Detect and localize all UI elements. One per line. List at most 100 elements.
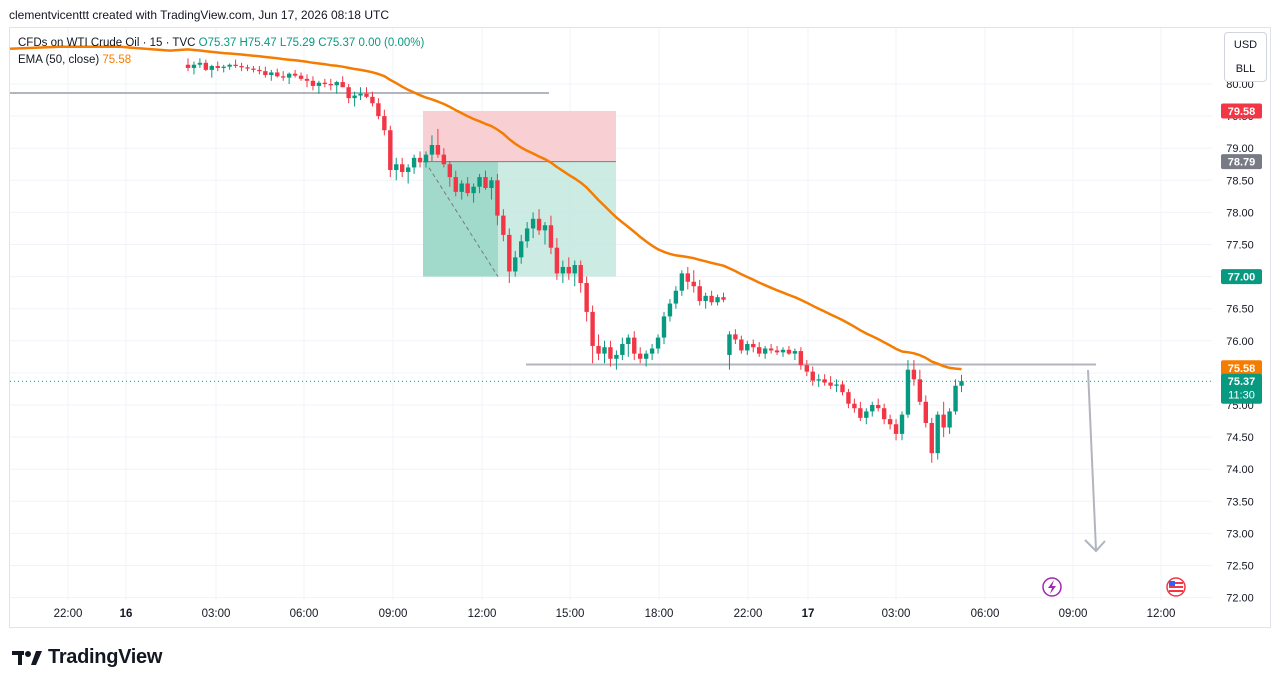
candle-body [632,337,637,354]
price-tag-bg [1221,103,1262,119]
candle-body [810,371,815,381]
candle-body [316,82,322,86]
tradingview-logo-icon [12,650,42,665]
candle-body [649,348,655,354]
candle-body [465,183,470,194]
candle-body [483,177,488,189]
candle-body [334,82,339,86]
time-tick-label: 15:00 [556,608,585,620]
candle-body [721,297,726,300]
candle-body [275,72,280,77]
candle-body [584,283,589,312]
candle-body [477,177,482,187]
price-tag-bg [1221,269,1262,285]
candle-body [376,103,381,117]
price-tag-label: 75.37 [1228,376,1256,388]
time-tick-label: 06:00 [971,608,1000,620]
candle-body [227,64,232,67]
us-flag-event-icon [1166,577,1186,597]
currency-usd[interactable]: USD [1233,39,1258,51]
candle-body [400,164,405,172]
candle-body [590,311,595,346]
candle-body [935,414,940,454]
flag-stripe [1169,582,1183,584]
candle-body [441,154,447,165]
time-tick-label: 17 [802,608,815,620]
price-tick-label: 77.50 [1226,240,1254,252]
time-tick-label: 16 [120,608,133,620]
candle-body [394,164,399,171]
candle-body [697,286,702,301]
candle-body [566,266,571,274]
time-tick-label: 22:00 [734,608,763,620]
price-tick-label: 78.50 [1226,175,1254,187]
candle-body [941,414,946,428]
candle-body [245,67,250,69]
candle-body [852,403,857,409]
candle-body [233,64,238,67]
candle-body [191,64,197,68]
currency-selector[interactable]: USD BLL [1224,32,1267,82]
price-tick-label: 79.00 [1226,143,1254,155]
candle-body [388,130,393,171]
candle-body [429,144,435,155]
candle-body [703,295,708,301]
price-tick-label: 74.50 [1226,432,1254,444]
candle-body [501,215,506,235]
price-tag-label: 78.79 [1228,157,1256,169]
candle-body [471,186,476,194]
candle-body [887,419,893,425]
symbol-row: CFDs on WTI Crude Oil · 15 · TVC O75.37 … [18,35,424,52]
candle-body [876,405,881,409]
candle-body [858,408,863,418]
price-tick-label: 73.00 [1226,528,1254,540]
candle-body [459,183,464,192]
candle-body [822,379,827,383]
candle-body [346,87,351,99]
candle-body [221,66,226,68]
time-tick-label: 03:00 [202,608,231,620]
candle-body [530,218,536,229]
ema-50-line [9,45,962,371]
currency-bll[interactable]: BLL [1235,63,1256,75]
candle-body [453,177,458,192]
candle-body [524,228,530,242]
chart-credit: clementvicenttt created with TradingView… [9,8,389,22]
candle-body [197,62,203,65]
candle-body [322,82,328,84]
candle-body [804,365,809,372]
candle-body [269,72,274,76]
candle-body [358,93,363,96]
candle-body [947,411,952,428]
candle-body [762,348,768,354]
price-tick-label: 76.50 [1226,304,1254,316]
candle-body [578,265,583,284]
candle-body [786,349,792,354]
candle-body [411,157,417,168]
candle-body [917,379,923,402]
price-tick-label: 80.00 [1226,79,1254,91]
candle-body [185,64,191,68]
candle-body [203,62,209,70]
candle-body [209,66,214,70]
flag-stripe [1169,586,1183,588]
candle-body [816,379,821,381]
candle-body [893,424,899,434]
candle-body [370,96,375,104]
tradingview-logo-text: TradingView [48,646,163,668]
candle-body [846,392,851,404]
candle-body [905,369,911,415]
tradingview-logo[interactable]: TradingView [12,646,162,669]
candle-body [661,316,667,338]
candle-body [780,349,786,353]
ema-row: EMA (50, close) 75.58 [18,52,424,69]
candle-body [953,385,958,412]
candle-body [286,73,292,78]
candle-body [643,353,649,359]
candle-body [923,401,928,423]
candle-body [364,93,369,97]
candle-body [774,350,780,353]
candle-body [881,408,887,420]
